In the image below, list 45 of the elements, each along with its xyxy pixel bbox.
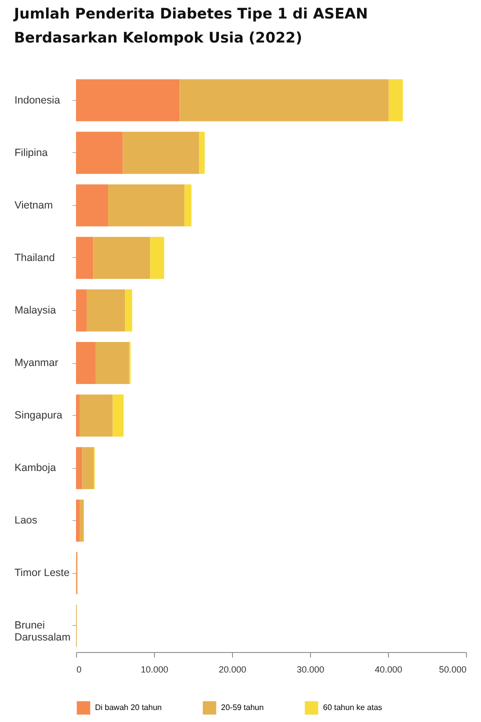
bar — [86, 289, 126, 332]
y-tick-label: Kamboja — [14, 462, 56, 474]
bar — [150, 236, 164, 279]
y-tick-label: Vietnam — [14, 199, 54, 212]
bar — [122, 132, 200, 174]
y-tick-label: Laos — [14, 514, 38, 527]
y-tick-label: Filipina — [14, 146, 48, 159]
x-tick-label: 30.000 — [296, 664, 324, 674]
x-tick-label: 10.000 — [140, 664, 168, 674]
y-tick-label: Malaysia — [14, 304, 56, 316]
y-tick-label: Timor Leste — [14, 567, 70, 580]
bar — [125, 289, 132, 332]
y-tick-label: Myanmar — [14, 357, 59, 369]
chart-title: Jumlah Penderita Diabetes Tipe 1 di ASEAN Berdasarkan Kelompok Usia (2022) — [13, 6, 368, 46]
y-tick-label: Brunei Darussalam — [14, 620, 71, 644]
bar — [388, 79, 403, 122]
y-tick-label: Indonesia — [14, 94, 60, 106]
x-tick-label: 50.000 — [438, 664, 466, 674]
bar — [199, 132, 205, 174]
bar — [76, 79, 180, 122]
bar — [76, 500, 80, 542]
bar — [82, 447, 94, 490]
bar — [76, 447, 82, 490]
bar — [184, 184, 192, 226]
bar — [76, 394, 80, 437]
bar — [96, 342, 130, 384]
x-tick-label: 20.000 — [218, 664, 246, 674]
bar — [76, 184, 108, 226]
y-tick-label: Thailand — [14, 252, 55, 264]
x-tick-label: 40.000 — [374, 664, 402, 674]
bar — [80, 394, 113, 437]
legend-label: Di bawah 20 tahun — [95, 702, 162, 712]
bar — [80, 500, 84, 542]
bar — [108, 184, 184, 226]
bar — [93, 236, 150, 279]
bar — [76, 236, 94, 279]
bar — [76, 342, 96, 384]
bar — [76, 289, 87, 332]
x-tick-label: 0 — [76, 664, 82, 674]
y-tick-label: Singapura — [14, 410, 63, 422]
bar — [76, 132, 123, 174]
legend-label: 20-59 tahun — [221, 702, 264, 712]
bar — [180, 79, 389, 122]
bar — [112, 394, 124, 437]
legend-label: 60 tahun ke atas — [323, 702, 382, 712]
